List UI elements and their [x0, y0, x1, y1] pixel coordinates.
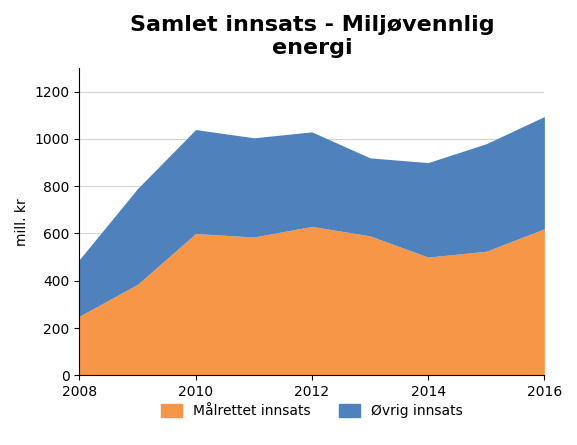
Legend: Målrettet innsats, Øvrig innsats: Målrettet innsats, Øvrig innsats [156, 399, 468, 424]
Y-axis label: mill. kr: mill. kr [15, 198, 29, 246]
Title: Samlet innsats - Miljøvennlig
energi: Samlet innsats - Miljøvennlig energi [130, 15, 494, 58]
